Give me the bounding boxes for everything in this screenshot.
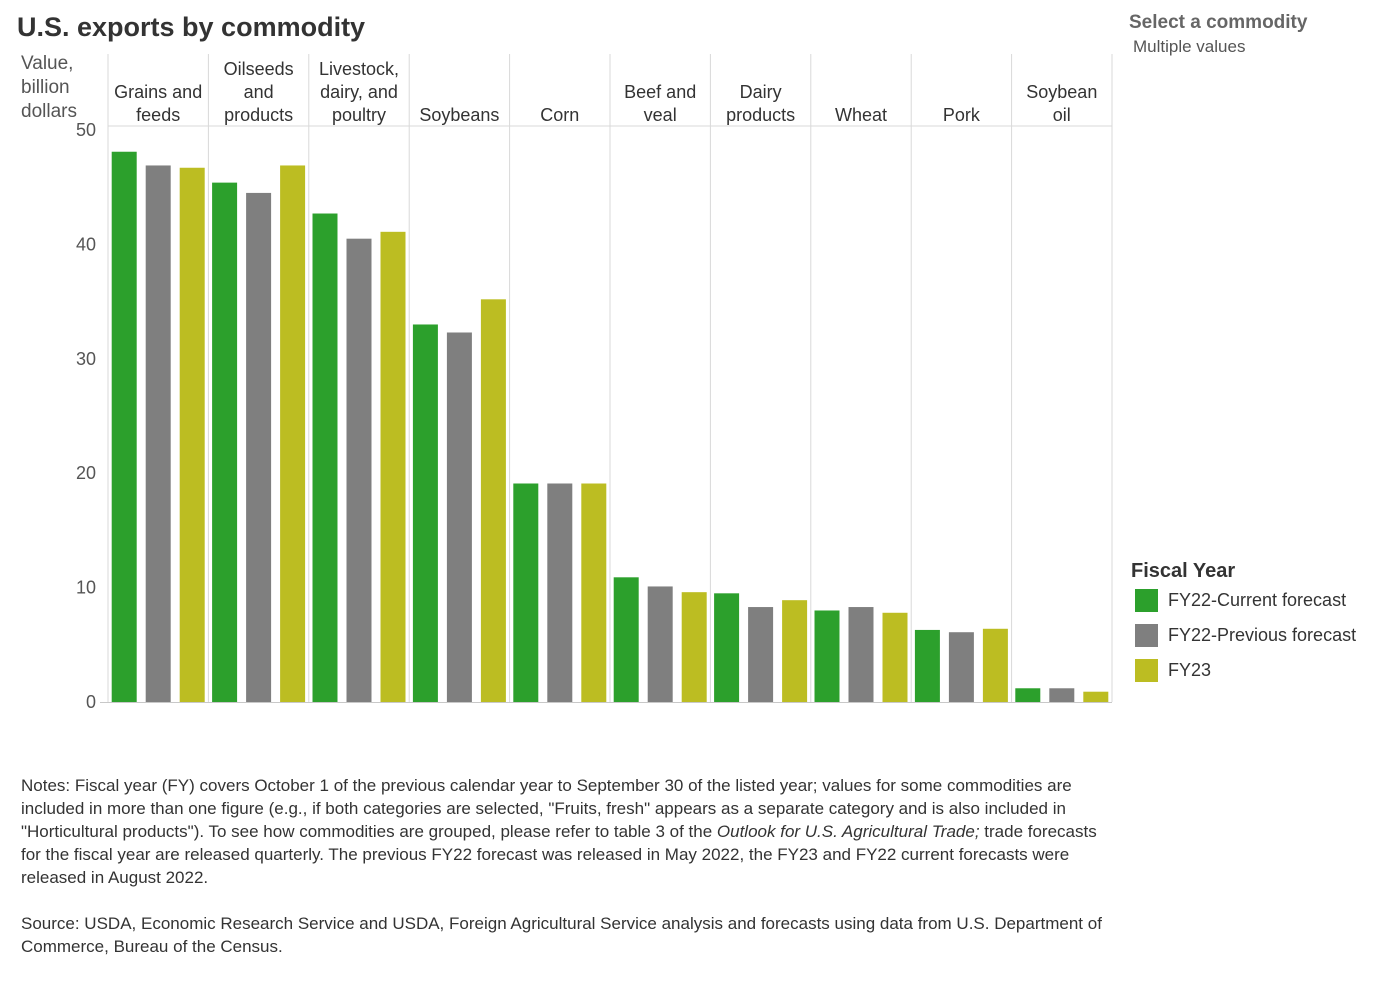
bar-fy23: [681, 592, 707, 702]
bar-fy22-current-forecast: [613, 577, 639, 702]
bar-fy22-current-forecast: [111, 151, 137, 703]
notes-publication-title: Outlook for U.S. Agricultural Trade;: [716, 822, 980, 841]
category-label: Livestock,: [319, 59, 399, 79]
category-label: Soybean: [1026, 82, 1097, 102]
bar-fy23: [380, 231, 406, 703]
category-label: Dairy: [740, 82, 782, 102]
bar-fy23: [179, 167, 205, 702]
y-tick-label: 20: [76, 463, 96, 483]
category-label: feeds: [136, 105, 180, 125]
bar-fy22-current-forecast: [814, 610, 840, 702]
legend-swatch-fy23: [1135, 658, 1158, 682]
category-label: oil: [1053, 105, 1071, 125]
y-axis-label: Value,: [21, 53, 73, 74]
bar-fy23: [982, 628, 1008, 702]
page-title: U.S. exports by commodity: [17, 12, 366, 42]
bar-fy22-previous-forecast: [1049, 688, 1075, 702]
chart-notes: Notes: Fiscal year (FY) covers October 1…: [21, 774, 1111, 889]
y-axis-label: dollars: [21, 101, 77, 122]
category-label: Corn: [540, 105, 579, 125]
category-label: Oilseeds: [224, 59, 294, 79]
bar-fy22-previous-forecast: [848, 607, 874, 702]
category-label: Pork: [943, 105, 981, 125]
legend-item-fy22-previous[interactable]: FY22-Previous forecast: [1135, 623, 1356, 647]
y-tick-label: 10: [76, 578, 96, 598]
legend-label: FY22-Current forecast: [1168, 589, 1347, 610]
legend-item-fy23[interactable]: FY23: [1135, 658, 1211, 682]
bar-fy22-current-forecast: [212, 182, 238, 702]
bar-fy22-previous-forecast: [948, 632, 974, 702]
bar-fy22-current-forecast: [412, 324, 438, 702]
y-tick-label: 50: [76, 120, 96, 140]
notes-text-continued: trade forecasts for the fiscal year are …: [21, 822, 1097, 887]
bar-fy22-current-forecast: [312, 213, 338, 702]
bar-chart: Value, billion dollars 0 10 20 30 40 50 Grains an…: [21, 53, 1113, 712]
bar-fy22-current-forecast: [914, 629, 940, 702]
commodity-filter-dropdown[interactable]: Multiple values: [1133, 37, 1246, 56]
bar-fy22-previous-forecast: [748, 607, 774, 702]
bar-fy23: [480, 299, 506, 702]
category-label: Soybeans: [419, 105, 499, 125]
notes-text: Notes: Fiscal year (FY) covers October 1…: [21, 776, 1072, 841]
category-label: dairy, and: [320, 82, 398, 102]
y-tick-label: 30: [76, 349, 96, 369]
category-label: Wheat: [835, 105, 887, 125]
bar-fy22-previous-forecast: [346, 238, 372, 702]
bar-fy22-current-forecast: [714, 593, 740, 702]
bar-fy23: [581, 483, 607, 702]
category-label: Beef and: [624, 82, 696, 102]
category-label: products: [224, 105, 293, 125]
bar-fy23: [280, 165, 306, 703]
legend-item-fy22-current[interactable]: FY22-Current forecast: [1135, 588, 1346, 612]
category-label: products: [726, 105, 795, 125]
filter-title: Select a commodity: [1129, 12, 1308, 33]
legend-label: FY23: [1168, 659, 1212, 680]
category-label: poultry: [332, 105, 386, 125]
bar-fy22-previous-forecast: [647, 586, 673, 702]
bar-fy22-previous-forecast: [246, 192, 272, 703]
bar-fy22-previous-forecast: [547, 483, 573, 702]
bar-fy22-current-forecast: [513, 483, 539, 702]
y-tick-label: 40: [76, 234, 96, 254]
chart-source: Source: USDA, Economic Research Service …: [21, 914, 1102, 956]
bar-fy23: [882, 612, 908, 702]
legend-title: Fiscal Year: [1131, 560, 1236, 582]
bar-fy22-previous-forecast: [446, 332, 472, 702]
category-label: veal: [644, 105, 677, 125]
legend-swatch-fy22-current: [1135, 588, 1158, 612]
bar-fy23: [1083, 691, 1109, 702]
legend-swatch-fy22-previous: [1135, 623, 1158, 647]
y-axis-label: billion: [21, 77, 70, 98]
bar-fy23: [782, 600, 808, 702]
y-tick-label: 0: [86, 692, 96, 712]
category-label: and: [244, 82, 274, 102]
category-label: Grains and: [114, 82, 202, 102]
bar-fy22-previous-forecast: [145, 165, 171, 703]
bar-fy22-current-forecast: [1015, 688, 1041, 702]
legend-label: FY22-Previous forecast: [1168, 624, 1357, 645]
